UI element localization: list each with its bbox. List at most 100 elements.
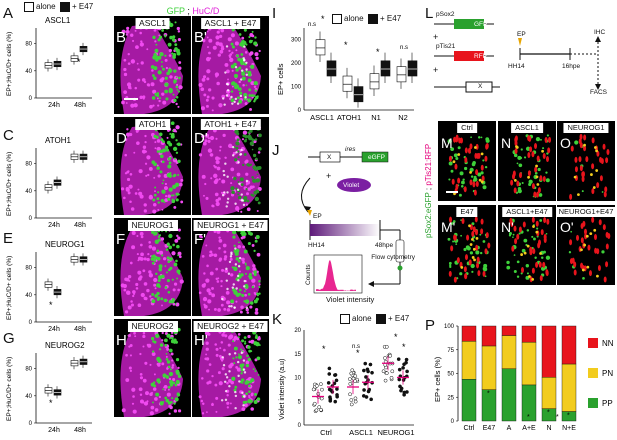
huc-cell xyxy=(152,105,154,107)
rfp-cell xyxy=(475,169,478,175)
gfp-cell xyxy=(248,78,252,82)
huc-cell xyxy=(121,283,125,287)
gfp-cell xyxy=(175,21,177,23)
k-point xyxy=(333,374,336,377)
violet-dilution-bar xyxy=(310,224,380,236)
k-y-tick-label: 15 xyxy=(294,352,301,358)
huc-cell xyxy=(249,305,252,308)
huc-cell xyxy=(177,27,180,30)
gfp-cell xyxy=(545,171,547,173)
double-cell xyxy=(535,165,538,168)
gfp-cell xyxy=(255,240,258,243)
gfp-cell xyxy=(460,235,462,237)
double-cell xyxy=(593,186,596,189)
p-sig-star: * xyxy=(556,414,559,421)
huc-cell xyxy=(129,187,131,189)
gfp-cell xyxy=(171,121,175,125)
rfp-cell xyxy=(453,137,456,143)
huc-cell xyxy=(174,409,177,412)
huc-cell xyxy=(226,394,228,396)
panel-letter-o: O xyxy=(560,136,571,150)
gfp-cell xyxy=(161,61,163,63)
k-point xyxy=(328,388,331,391)
huc-cell xyxy=(144,362,147,365)
huc-cell xyxy=(214,254,218,258)
gfp-cell xyxy=(164,36,166,38)
gfp-cell xyxy=(533,238,536,241)
double-positive-cell xyxy=(245,62,247,64)
huc-cell xyxy=(202,175,206,179)
double-positive-cell xyxy=(224,381,226,383)
rfp-cell xyxy=(515,148,518,154)
double-positive-cell xyxy=(230,96,232,98)
gfp-cell xyxy=(174,43,177,46)
y-tick-label: 80 xyxy=(25,367,32,373)
gfp-cell xyxy=(241,294,244,297)
p-bar-nn xyxy=(462,326,476,341)
gfp-cell xyxy=(452,241,454,243)
double-positive-cell xyxy=(241,392,243,394)
huc-cell xyxy=(219,146,221,148)
i-x-tick-label: ATOH1 xyxy=(337,113,361,122)
gfp-cell xyxy=(166,353,168,355)
double-positive-cell xyxy=(242,199,244,201)
gfp-cell xyxy=(159,234,161,236)
gfp-cell xyxy=(230,299,234,303)
huc-cell xyxy=(130,173,133,176)
huc-cell xyxy=(125,378,129,382)
rfp-cell xyxy=(547,147,550,153)
huc-cell xyxy=(127,82,131,86)
double-cell xyxy=(583,144,586,147)
gfp-cell xyxy=(462,179,464,181)
rfp-cell xyxy=(462,218,465,224)
rfp-cell xyxy=(531,151,534,157)
double-cell xyxy=(524,252,527,255)
rfp-cell xyxy=(585,156,588,162)
huc-cell xyxy=(216,202,220,206)
huc-cell xyxy=(229,145,232,148)
huc-cell xyxy=(130,87,132,89)
double-positive-cell xyxy=(228,385,230,387)
box xyxy=(316,40,325,55)
gfp-cell xyxy=(164,201,166,203)
gfp-cell xyxy=(156,394,158,396)
huc-cell xyxy=(126,102,128,104)
double-cell xyxy=(574,176,577,179)
huc-cell xyxy=(235,206,239,210)
gfp-cell xyxy=(231,43,234,46)
rfp-cell xyxy=(576,235,579,241)
gfp-cell xyxy=(233,177,236,180)
huc-cell xyxy=(239,271,241,273)
gfp-cell xyxy=(461,185,464,188)
huc-cell xyxy=(205,354,207,356)
gfp-cell xyxy=(155,49,159,53)
huc-cell xyxy=(219,149,221,151)
double-cell xyxy=(468,224,471,227)
gfp-cell xyxy=(162,388,164,390)
gfp-cell xyxy=(156,292,159,295)
gfp-cell xyxy=(459,272,462,275)
gfp-cell xyxy=(240,177,244,181)
gfp-cell xyxy=(526,264,529,267)
gfp-cell xyxy=(253,368,255,370)
panel-letter-d: D xyxy=(116,131,127,146)
p-sig-star: * xyxy=(527,414,530,421)
gfp-cell xyxy=(164,55,166,57)
gfp-cell xyxy=(160,138,163,141)
y-axis-label: EP+;HuC/D+ cells (%) xyxy=(6,256,13,320)
double-cell xyxy=(532,225,535,228)
double-positive-cell xyxy=(235,98,237,100)
huc-cell xyxy=(145,175,147,177)
huc-cell xyxy=(219,347,221,349)
p-legend-swatch-pn xyxy=(588,368,598,378)
gfp-cell xyxy=(164,397,167,400)
legend-i-alone-swatch xyxy=(332,14,342,24)
gfp-cell xyxy=(161,275,165,279)
gfp-cell xyxy=(485,166,487,168)
huc-cell xyxy=(223,349,226,352)
huc-cell xyxy=(154,141,156,143)
rfp-cell xyxy=(532,217,535,223)
double-positive-cell xyxy=(240,153,242,155)
huc-cell xyxy=(243,131,247,135)
gfp-cell xyxy=(251,138,253,140)
